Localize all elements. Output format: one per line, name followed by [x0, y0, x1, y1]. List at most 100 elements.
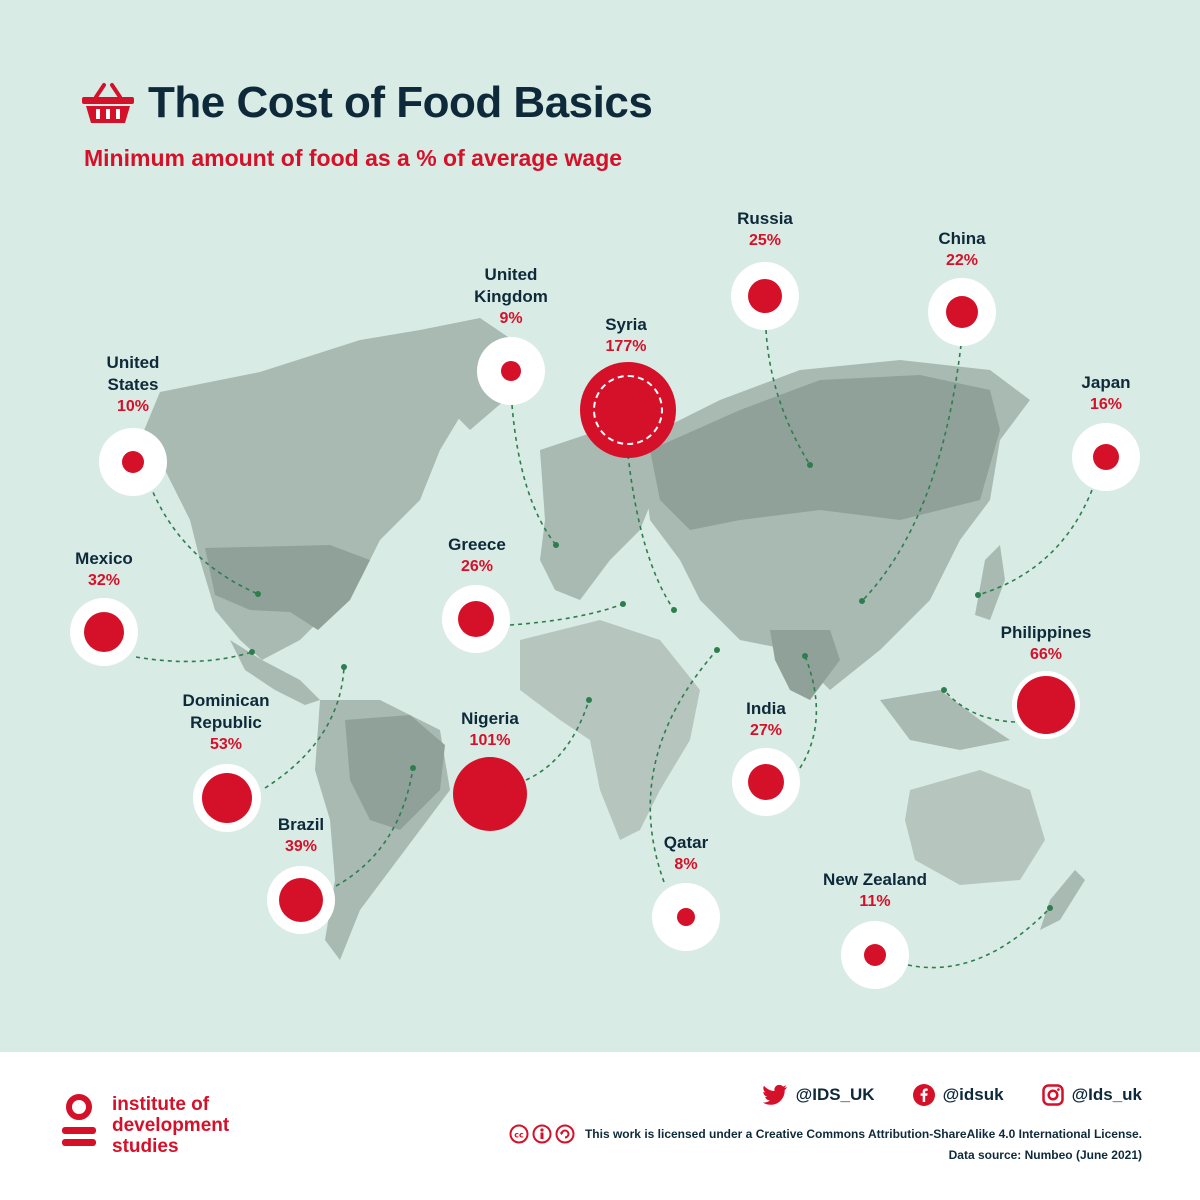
facebook-icon [912, 1084, 935, 1106]
connector-russia [765, 329, 811, 466]
southeast-asia-islands [880, 690, 1010, 750]
value-dot-united-states [122, 451, 144, 473]
bubble-china [928, 278, 996, 346]
twitter-link[interactable]: @IDS_UK [762, 1084, 875, 1106]
new-zealand-landmass [1040, 870, 1085, 930]
page-title: The Cost of Food Basics [148, 78, 653, 127]
marker-mexico [249, 649, 255, 655]
share-alike-icon [555, 1124, 575, 1144]
overflow-ring-syria [593, 375, 663, 445]
value-dot-china [946, 296, 978, 328]
bubble-dominican-republic [193, 764, 261, 832]
marker-syria [671, 607, 677, 613]
connector-japan [977, 489, 1093, 596]
value-dot-philippines [1017, 676, 1075, 734]
value-dot-brazil [279, 878, 323, 922]
label-dominican-republic: Dominican Republic 53% [182, 691, 270, 753]
india-region [770, 630, 840, 700]
social-links: @IDS_UK @idsuk @Ids_uk [762, 1084, 1142, 1106]
ids-logo-icon [62, 1094, 96, 1146]
value-dot-qatar [677, 908, 695, 926]
bubble-japan [1072, 423, 1140, 491]
connector-brazil [335, 767, 414, 887]
connector-nigeria [525, 699, 590, 781]
label-qatar: Qatar 8% [663, 833, 709, 873]
bubble-india [732, 748, 800, 816]
instagram-link[interactable]: @Ids_uk [1041, 1084, 1142, 1106]
license-notice: cc This work is licensed under a Creativ… [509, 1124, 1142, 1144]
marker-united-kingdom [553, 542, 559, 548]
marker-japan [975, 592, 981, 598]
connector-united-kingdom [511, 404, 557, 546]
marker-nigeria [586, 697, 592, 703]
cc-icons: cc [509, 1124, 575, 1144]
bubble-russia [731, 262, 799, 330]
label-india: India 27% [746, 699, 786, 739]
marker-china [859, 598, 865, 604]
connector-qatar [649, 649, 718, 883]
marker-united-states [255, 591, 261, 597]
value-dot-united-kingdom [501, 361, 521, 381]
russia-region [650, 375, 1000, 530]
value-dot-japan [1093, 444, 1119, 470]
label-united-states: United States 10% [106, 353, 160, 415]
world-map [135, 318, 1093, 969]
connector-mexico [135, 651, 253, 663]
japan-landmass [975, 545, 1005, 620]
bubble-new-zealand [841, 921, 909, 989]
svg-text:cc: cc [514, 1131, 524, 1140]
license-text: This work is licensed under a Creative C… [584, 1127, 1142, 1141]
africa-landmass [520, 620, 700, 840]
bubble-philippines [1012, 671, 1080, 739]
bubble-united-states [99, 428, 167, 496]
label-greece: Greece 26% [448, 535, 506, 575]
twitter-icon [762, 1084, 787, 1105]
label-russia: Russia 25% [737, 209, 793, 249]
page-subtitle: Minimum amount of food as a % of average… [84, 145, 623, 171]
central-america-landmass [230, 640, 320, 705]
bubble-nigeria [453, 757, 527, 831]
connector-dominican-republic [264, 666, 345, 789]
connector-new-zealand [907, 907, 1051, 969]
title-row: The Cost of Food Basics [80, 78, 653, 128]
australia-landmass [905, 770, 1045, 885]
bubble-united-kingdom [477, 337, 545, 405]
marker-qatar [714, 647, 720, 653]
attribution-icon [532, 1124, 552, 1144]
label-japan: Japan 16% [1081, 373, 1131, 413]
basket-icon [82, 83, 134, 123]
value-dot-dominican-republic [202, 773, 252, 823]
marker-brazil [410, 765, 416, 771]
value-dot-russia [748, 279, 782, 313]
facebook-link[interactable]: @idsuk [912, 1084, 1004, 1106]
value-dot-new-zealand [864, 944, 886, 966]
ids-logo-text: institute of development studies [112, 1094, 230, 1157]
marker-philippines [941, 687, 947, 693]
bubble-qatar [652, 883, 720, 951]
brazil-region [345, 715, 445, 830]
usa-region [205, 545, 370, 630]
label-united-kingdom: United Kingdom 9% [474, 265, 548, 327]
bubble-syria [580, 362, 676, 458]
value-dot-mexico [84, 612, 124, 652]
connector-philippines [943, 689, 1016, 723]
bubble-mexico [70, 598, 138, 666]
label-china: China 22% [938, 229, 986, 269]
connector-india [799, 655, 818, 769]
bubble-greece [442, 585, 510, 653]
label-new-zealand: New Zealand 11% [823, 870, 927, 910]
marker-greece [620, 601, 626, 607]
label-philippines: Philippines 66% [1000, 623, 1092, 663]
map-panel: The Cost of Food Basics Minimum amount o… [0, 0, 1200, 1052]
value-dot-india [748, 764, 784, 800]
label-mexico: Mexico 32% [75, 549, 133, 589]
bubble-brazil [267, 866, 335, 934]
data-source: Data source: Numbeo (June 2021) [948, 1148, 1142, 1162]
connector-united-states [149, 484, 259, 595]
marker-new-zealand [1047, 905, 1053, 911]
marker-india [802, 653, 808, 659]
marker-dominican-republic [341, 664, 347, 670]
connector-china [861, 344, 962, 602]
ids-logo: institute of development studies [60, 1094, 229, 1157]
label-nigeria: Nigeria 101% [461, 709, 519, 749]
